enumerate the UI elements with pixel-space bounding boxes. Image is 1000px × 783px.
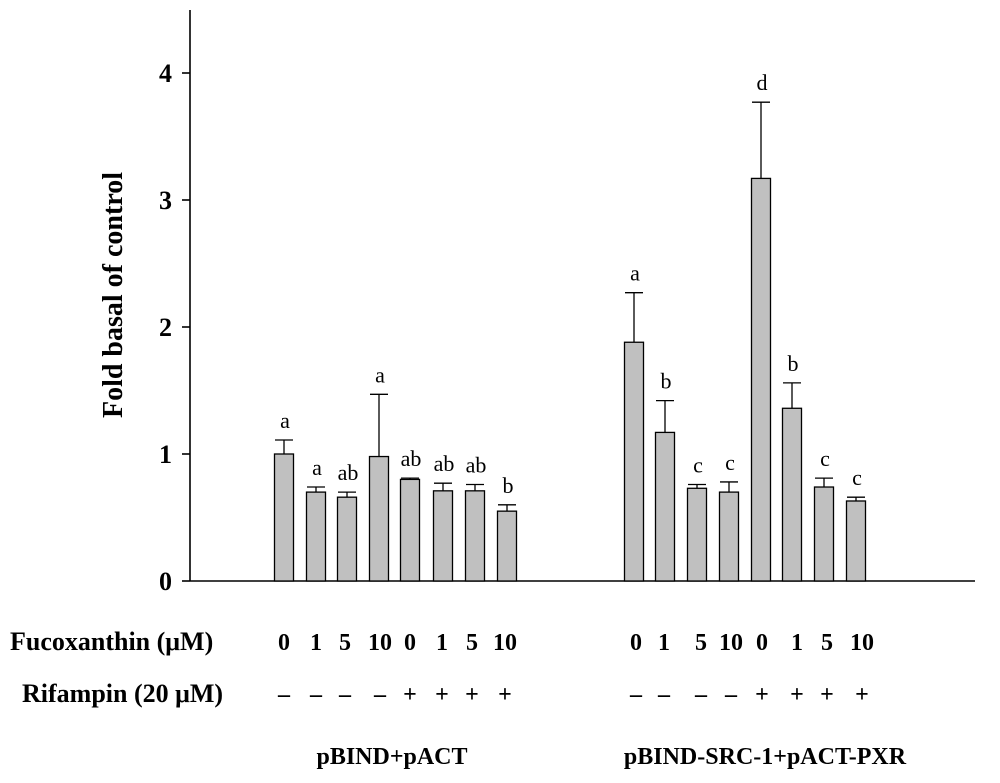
bar	[336, 496, 358, 582]
significance-letter: a	[280, 408, 290, 433]
bar	[399, 478, 421, 582]
rifampin-tick-label: +	[820, 682, 834, 708]
fucoxanthin-tick-label: 0	[278, 630, 290, 656]
significance-letter: ab	[434, 451, 455, 476]
rifampin-tick-label: –	[338, 682, 352, 708]
group-label: pBIND+pACT	[316, 744, 467, 770]
bar	[273, 453, 295, 582]
bar	[750, 177, 772, 582]
y-tick-label: 0	[159, 567, 172, 596]
fucoxanthin-tick-label: 10	[719, 630, 743, 656]
fucoxanthin-tick-label: 10	[850, 630, 874, 656]
bar	[368, 455, 390, 582]
fucoxanthin-tick-label: 0	[756, 630, 768, 656]
y-tick-label: 3	[159, 186, 172, 215]
y-tick-label: 2	[159, 313, 172, 342]
rifampin-tick-label: +	[435, 682, 449, 708]
condition-labels: 0–1–5–10–0+1+5+10+0–1–5–10–0+1+5+10+	[277, 630, 874, 708]
fucoxanthin-tick-label: 1	[791, 630, 803, 656]
y-tick-label: 1	[159, 440, 172, 469]
significance-letter: ab	[466, 452, 487, 477]
group-label: pBIND-SRC-1+pACT-PXR	[624, 744, 907, 770]
y-axis-label: Fold basal of control	[98, 172, 129, 418]
significance-letter: b	[661, 369, 672, 394]
rifampin-tick-label: –	[629, 682, 643, 708]
group-labels: pBIND+pACT pBIND-SRC-1+pACT-PXR	[316, 744, 906, 770]
rifampin-tick-label: –	[694, 682, 708, 708]
bar	[845, 500, 867, 582]
significance-letter: c	[852, 465, 862, 490]
significance-letter: a	[375, 362, 385, 387]
fucoxanthin-row-label: Fucoxanthin (μM)	[10, 627, 213, 656]
bar	[464, 490, 486, 582]
rifampin-tick-label: +	[755, 682, 769, 708]
significance-letter: a	[630, 261, 640, 286]
fucoxanthin-tick-label: 5	[821, 630, 833, 656]
rifampin-tick-label: –	[309, 682, 323, 708]
rifampin-tick-label: +	[465, 682, 479, 708]
bar	[496, 510, 518, 582]
bar	[623, 341, 645, 582]
bar	[813, 486, 835, 582]
fucoxanthin-tick-label: 1	[436, 630, 448, 656]
rifampin-tick-label: +	[498, 682, 512, 708]
significance-letter: ab	[338, 460, 359, 485]
fucoxanthin-tick-label: 10	[368, 630, 392, 656]
rifampin-tick-label: –	[373, 682, 387, 708]
significance-letter: b	[503, 473, 514, 498]
significance-letter: ab	[401, 446, 422, 471]
significance-letter: c	[693, 452, 703, 477]
significance-letter: a	[312, 455, 322, 480]
rifampin-tick-label: –	[277, 682, 291, 708]
y-ticks: 0 1 2 3 4	[159, 59, 190, 596]
significance-letter: d	[757, 70, 768, 95]
fucoxanthin-tick-label: 0	[630, 630, 642, 656]
significance-letter: b	[788, 351, 799, 376]
rifampin-row-label: Rifampin (20 μM)	[22, 679, 223, 708]
fucoxanthin-tick-label: 5	[466, 630, 478, 656]
rifampin-tick-label: +	[855, 682, 869, 708]
fucoxanthin-tick-label: 1	[310, 630, 322, 656]
rifampin-tick-label: +	[790, 682, 804, 708]
bar	[718, 491, 740, 582]
bar	[686, 487, 708, 582]
bar	[654, 431, 676, 582]
significance-letter: c	[725, 450, 735, 475]
fucoxanthin-tick-label: 5	[695, 630, 707, 656]
rifampin-tick-label: –	[657, 682, 671, 708]
y-tick-label: 4	[159, 59, 172, 88]
fucoxanthin-tick-label: 5	[339, 630, 351, 656]
rifampin-tick-label: +	[403, 682, 417, 708]
fucoxanthin-tick-label: 0	[404, 630, 416, 656]
significance-letter: c	[820, 446, 830, 471]
fucoxanthin-tick-label: 1	[658, 630, 670, 656]
bar	[305, 491, 327, 582]
fucoxanthin-tick-label: 10	[493, 630, 517, 656]
bar	[781, 407, 803, 582]
bar	[432, 490, 454, 582]
rifampin-tick-label: –	[724, 682, 738, 708]
